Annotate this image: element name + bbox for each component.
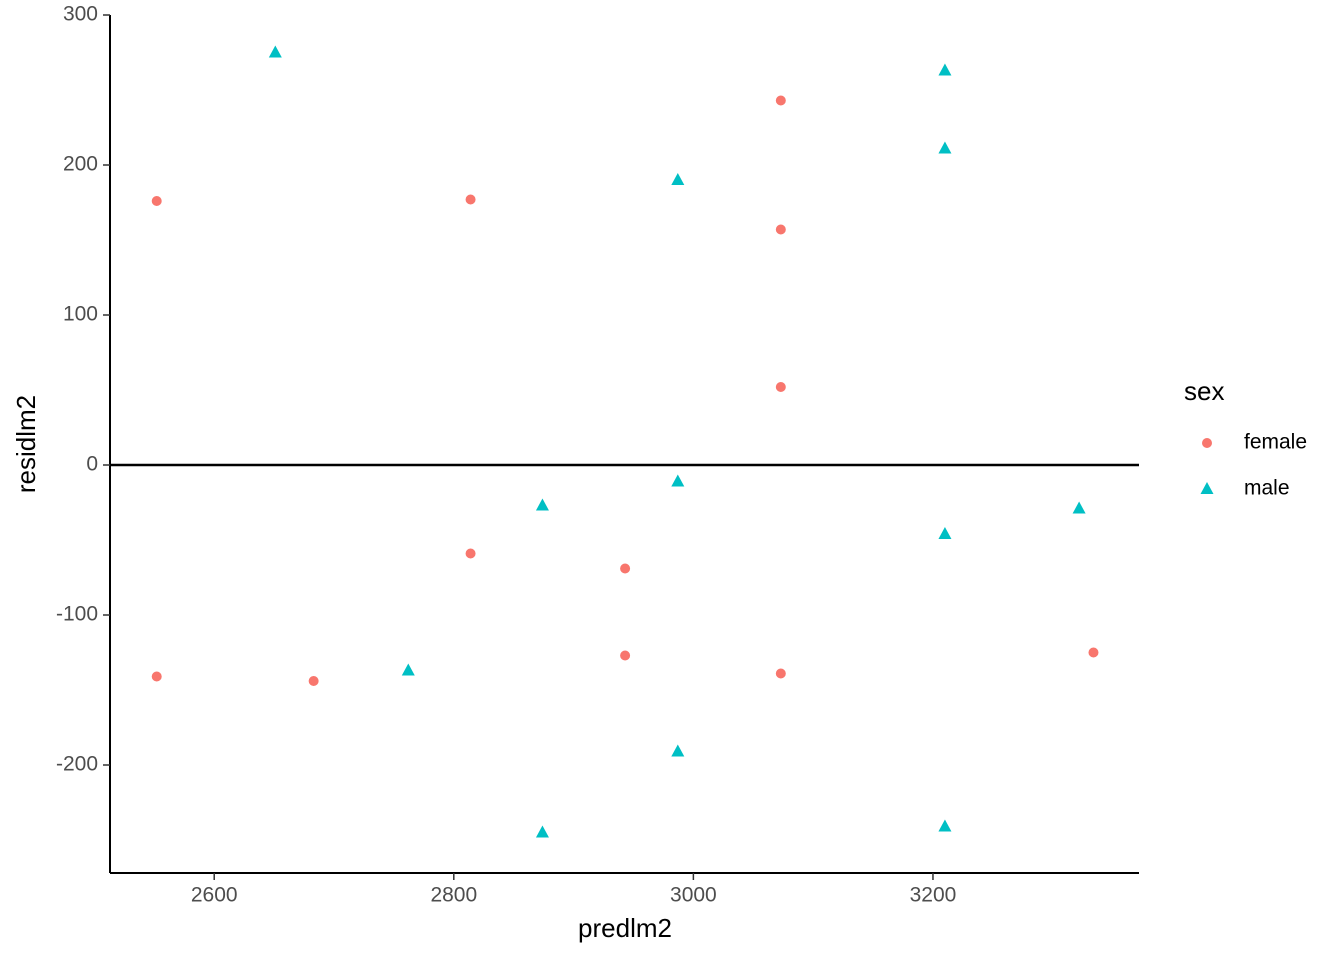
point [1072,501,1086,514]
y-axis-label: residlm2 [11,395,41,493]
x-tick-label: 2600 [191,884,238,907]
y-tick-label: 300 [63,3,98,26]
point [671,474,685,487]
x-axis-label: predlm2 [578,913,672,943]
point [938,527,952,539]
y-tick-label: 0 [86,453,98,476]
point [401,663,415,676]
point [1088,647,1099,658]
y-tick-label: 100 [63,303,98,326]
legend-marker [1202,438,1212,448]
point [775,382,786,392]
point [671,744,685,757]
y-tick-label: -200 [56,753,98,776]
x-tick-label: 3000 [670,884,717,907]
point [775,224,786,235]
point [465,194,476,205]
legend-label: female [1244,431,1307,454]
x-tick-label: 2800 [430,884,477,907]
point [775,668,786,679]
point [775,95,786,106]
legend-marker [1200,482,1214,494]
point [938,819,952,832]
point [938,141,952,154]
point [151,671,162,682]
legend-label: male [1244,477,1290,500]
x-tick-label: 3200 [910,884,957,907]
point [671,173,685,185]
y-tick-label: 200 [63,153,98,176]
point [535,498,549,511]
point [308,676,319,686]
y-tick-label: -100 [56,603,98,626]
legend-title: sex [1184,376,1224,406]
point [535,825,549,838]
point [938,63,952,76]
point [620,563,631,574]
point [465,548,476,559]
point [151,196,162,206]
point [620,650,631,661]
point [268,45,282,58]
